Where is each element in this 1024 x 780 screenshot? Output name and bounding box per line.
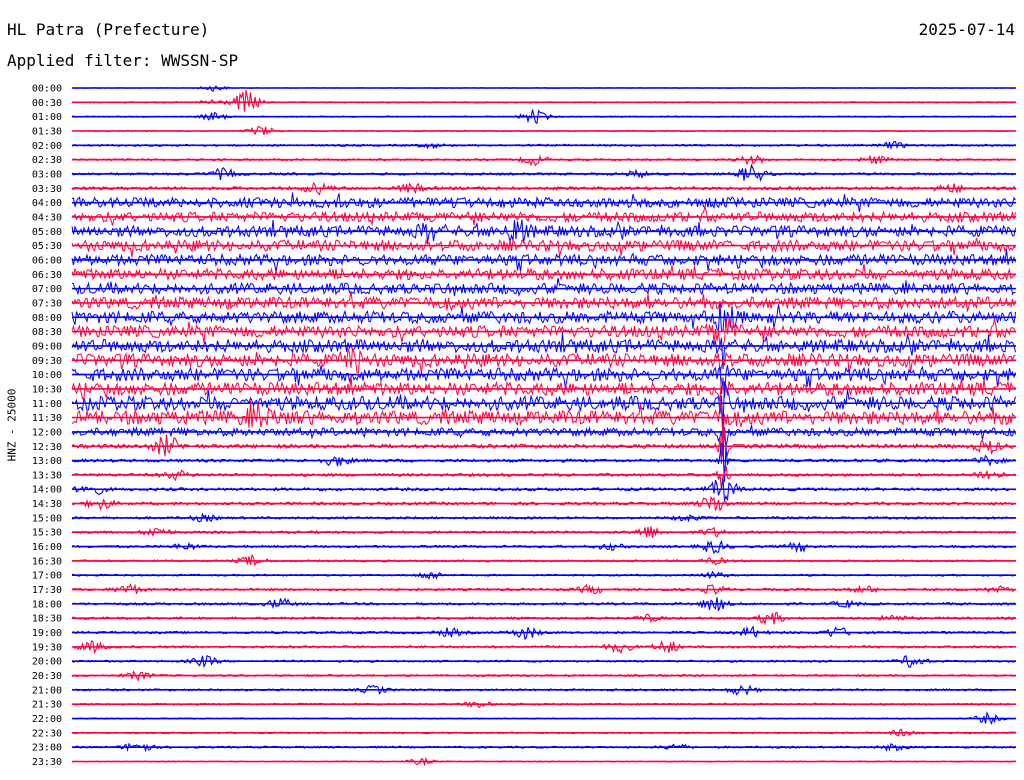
- time-tick-label: 19:00: [32, 628, 62, 639]
- filter-label: Applied filter: WWSSN-SP: [7, 51, 239, 70]
- time-tick-label: 09:30: [32, 356, 62, 367]
- time-tick-label: 09:00: [32, 341, 62, 352]
- trace-row-0400: [71, 192, 1016, 213]
- time-tick-label: 13:30: [32, 470, 62, 481]
- date-label: 2025-07-14: [918, 20, 1015, 39]
- trace-row-0430: [71, 206, 1016, 227]
- time-tick-label: 02:00: [32, 141, 62, 152]
- time-tick-label: 12:00: [32, 427, 62, 438]
- trace-row-0700: [71, 277, 1016, 297]
- time-tick-label: 07:30: [32, 298, 62, 309]
- trace-row-1200: [71, 425, 1016, 456]
- time-tick-label: 00:30: [32, 98, 62, 109]
- time-tick-label: 15:00: [32, 513, 62, 524]
- trace-row-1000: [71, 365, 1016, 398]
- trace-row-0730: [71, 291, 1016, 312]
- time-tick-label: 08:00: [32, 313, 62, 324]
- time-tick-label: 03:00: [32, 169, 62, 180]
- time-tick-label: 11:30: [32, 413, 62, 424]
- trace-row-0530: [71, 237, 1016, 258]
- time-tick-label: 07:00: [32, 284, 62, 295]
- time-tick-label: 21:00: [32, 685, 62, 696]
- time-tick-label: 18:30: [32, 614, 62, 625]
- time-tick-label: 17:30: [32, 585, 62, 596]
- time-tick-label: 23:30: [32, 757, 62, 768]
- time-tick-label: 17:00: [32, 571, 62, 582]
- trace-row-0300: [71, 163, 1016, 183]
- time-tick-label: 04:00: [32, 198, 62, 209]
- time-tick-label: 22:30: [32, 728, 62, 739]
- time-tick-label: 04:30: [32, 212, 62, 223]
- trace-row-0900: [71, 332, 1016, 370]
- trace-row-0830: [71, 317, 1016, 352]
- time-tick-label: 20:30: [32, 671, 62, 682]
- time-tick-label: 22:00: [32, 714, 62, 725]
- time-tick-label: 05:00: [32, 227, 62, 238]
- time-tick-label: 08:30: [32, 327, 62, 338]
- trace-row-0230: [71, 154, 1016, 167]
- time-tick-label: 06:00: [32, 255, 62, 266]
- trace-row-1330: [71, 465, 1016, 490]
- time-tick-label: 00:00: [32, 84, 62, 95]
- time-tick-label: 12:30: [32, 442, 62, 453]
- time-tick-label: 10:30: [32, 384, 62, 395]
- time-tick-label: 10:00: [32, 370, 62, 381]
- time-tick-label: 11:00: [32, 399, 62, 410]
- time-tick-label: 20:00: [32, 657, 62, 668]
- time-tick-label: 02:30: [32, 155, 62, 166]
- time-tick-label: 18:00: [32, 599, 62, 610]
- time-tick-label: 23:00: [32, 743, 62, 754]
- time-tick-label: 14:30: [32, 499, 62, 510]
- trace-row-0630: [71, 263, 1016, 282]
- time-tick-label: 21:30: [32, 700, 62, 711]
- time-tick-label: 15:30: [32, 528, 62, 539]
- time-tick-label: 06:30: [32, 270, 62, 281]
- time-tick-label: 13:00: [32, 456, 62, 467]
- time-tick-label: 01:30: [32, 126, 62, 137]
- time-tick-label: 14:00: [32, 485, 62, 496]
- time-tick-label: 16:00: [32, 542, 62, 553]
- time-tick-label: 05:30: [32, 241, 62, 252]
- trace-row-0800: [71, 303, 1016, 333]
- station-title: HL Patra (Prefecture): [7, 20, 210, 39]
- time-tick-label: 03:30: [32, 184, 62, 195]
- trace-row-1630: [71, 553, 1016, 567]
- trace-row-1030: [71, 375, 1016, 402]
- trace-row-0500: [71, 219, 1016, 244]
- time-tick-label: 01:00: [32, 112, 62, 123]
- time-tick-label: 19:30: [32, 642, 62, 653]
- time-tick-label: 16:30: [32, 556, 62, 567]
- trace-row-0030: [71, 89, 1016, 112]
